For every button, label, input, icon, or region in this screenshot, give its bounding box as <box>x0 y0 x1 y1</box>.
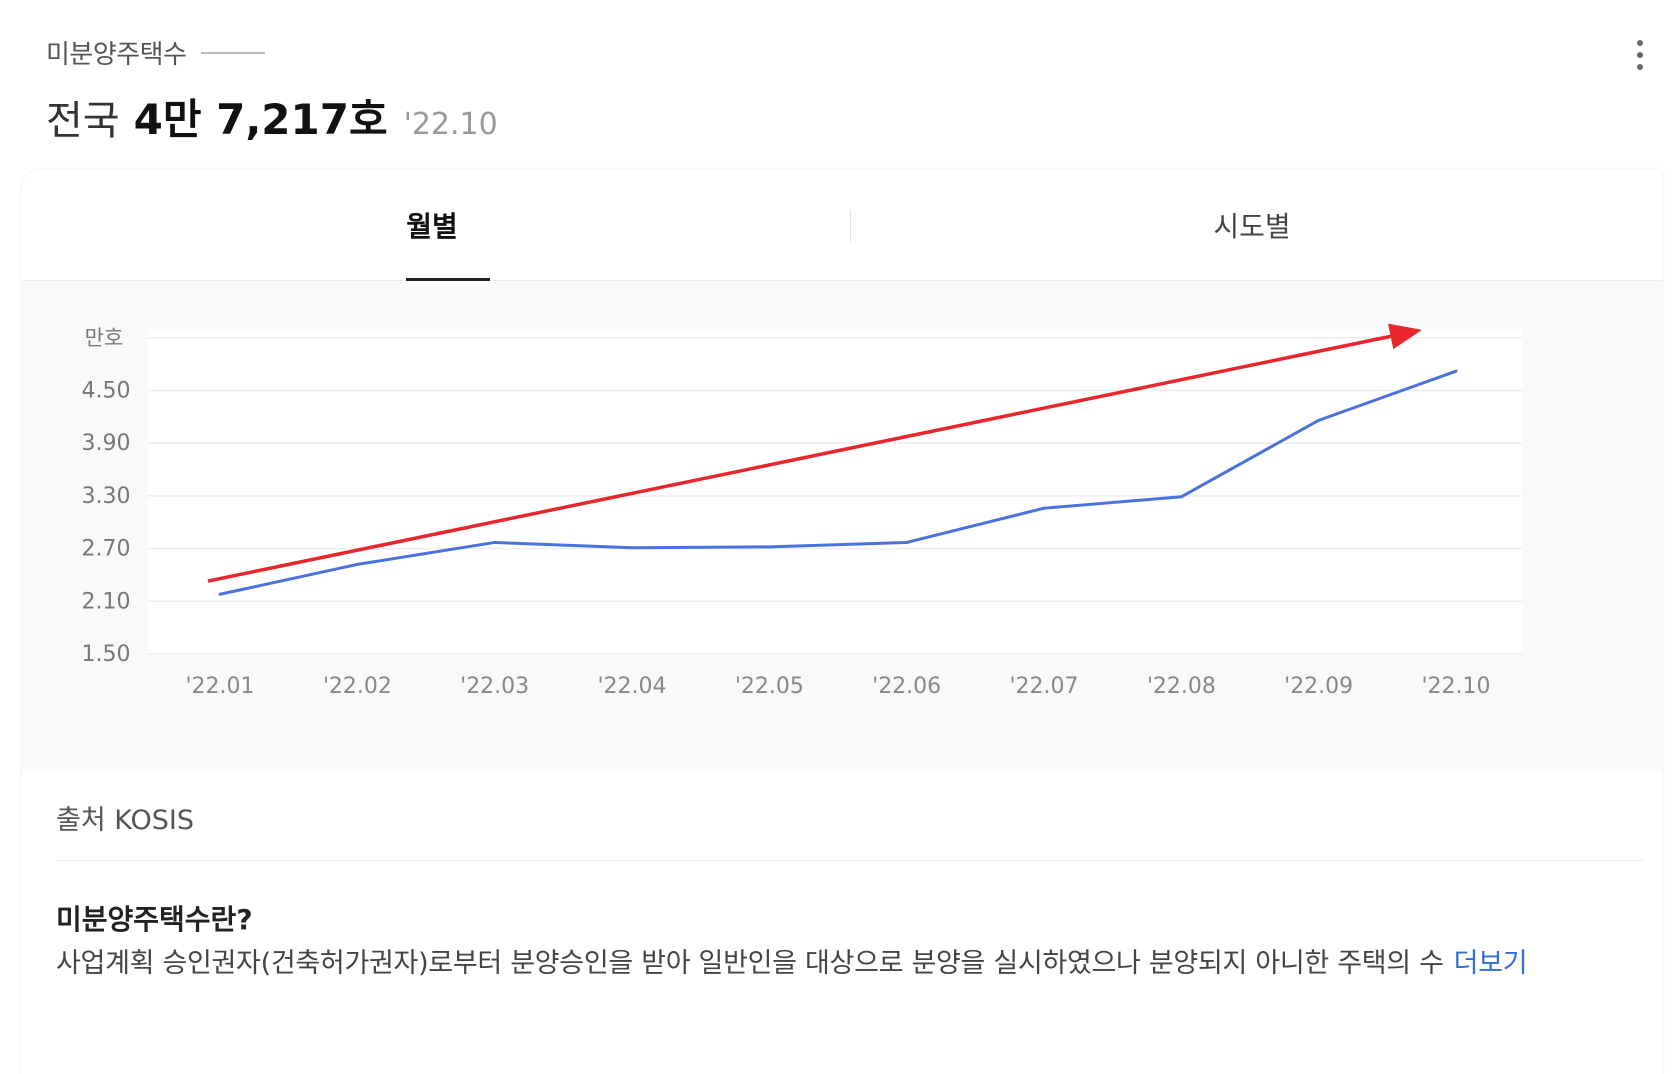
data-point <box>1042 506 1046 510</box>
definition-title: 미분양주택수란? <box>56 903 253 936</box>
data-point <box>355 562 359 566</box>
x-tick-label: '22.03 <box>460 674 529 699</box>
active-tab-indicator <box>406 278 490 281</box>
data-point <box>630 546 634 550</box>
more-link[interactable]: 더보기 <box>1453 948 1528 979</box>
divider <box>56 860 1644 861</box>
headline: 전국 4만 7,217호 '22.10 <box>46 86 498 147</box>
more-menu-icon[interactable] <box>1634 40 1646 80</box>
data-point <box>1179 495 1183 499</box>
y-tick-label: 4.50 <box>82 378 131 403</box>
tab-by-region[interactable]: 시도별 <box>1213 210 1291 243</box>
trend-arrow-head <box>1388 323 1422 350</box>
line-chart: 만호 4.50 3.90 3.30 2.70 2.10 1.50 '22.01 '22.02 '2… <box>82 323 1522 699</box>
x-tick-label: '22.10 <box>1421 674 1490 699</box>
x-tick-label: '22.04 <box>597 674 666 699</box>
indicator-label: 미분양주택수 <box>46 40 187 70</box>
y-tick-label: 3.90 <box>82 431 131 456</box>
label-dash <box>200 51 265 54</box>
indicator-header: 미분양주택수 전국 4만 7,217호 '22.10 <box>46 26 1656 146</box>
chart-area: 만호 4.50 3.90 3.30 2.70 2.10 1.50 '22.01 '22.02 '2… <box>22 281 1662 771</box>
x-tick-label: '22.02 <box>323 674 392 699</box>
x-tick-label: '22.09 <box>1284 674 1353 699</box>
total-value: 4만 7,217호 <box>133 95 388 144</box>
x-tick-label: '22.01 <box>185 674 254 699</box>
y-tick-label: 1.50 <box>82 642 131 667</box>
definition-text-block: 사업계획 승인권자(건축허가권자)로부터 분양승인을 받아 일반인을 대상으로 … <box>56 942 1646 986</box>
series-line <box>219 369 1457 596</box>
y-tick-label: 2.10 <box>82 589 131 614</box>
x-tick-label: '22.05 <box>735 674 804 699</box>
source-label: 출처 KOSIS <box>56 805 194 836</box>
data-point <box>1317 418 1321 422</box>
data-point <box>1454 369 1458 373</box>
y-tick-label: 2.70 <box>82 537 131 562</box>
chart-card: 월별 시도별 만호 4.50 3.90 3.30 2.70 2.10 1.50 '22.01 '… <box>22 170 1662 1074</box>
tab-bar: 월별 시도별 <box>22 170 1662 281</box>
tab-monthly[interactable]: 월별 <box>406 210 458 243</box>
x-tick-label: '22.06 <box>872 674 941 699</box>
trend-arrow-line <box>207 334 1392 583</box>
y-tick-label: 3.30 <box>82 484 131 509</box>
data-point <box>767 545 771 549</box>
data-point <box>493 540 497 544</box>
definition-body: 사업계획 승인권자(건축허가권자)로부터 분양승인을 받아 일반인을 대상으로 … <box>56 948 1444 979</box>
y-unit-label: 만호 <box>85 326 124 350</box>
as-of-date: '22.10 <box>403 107 498 142</box>
region-label: 전국 <box>46 98 120 144</box>
x-tick-label: '22.07 <box>1009 674 1078 699</box>
tab-divider <box>850 210 851 242</box>
plot-background <box>148 329 1522 654</box>
data-point <box>905 540 909 544</box>
x-tick-label: '22.08 <box>1147 674 1216 699</box>
data-point <box>218 592 222 596</box>
